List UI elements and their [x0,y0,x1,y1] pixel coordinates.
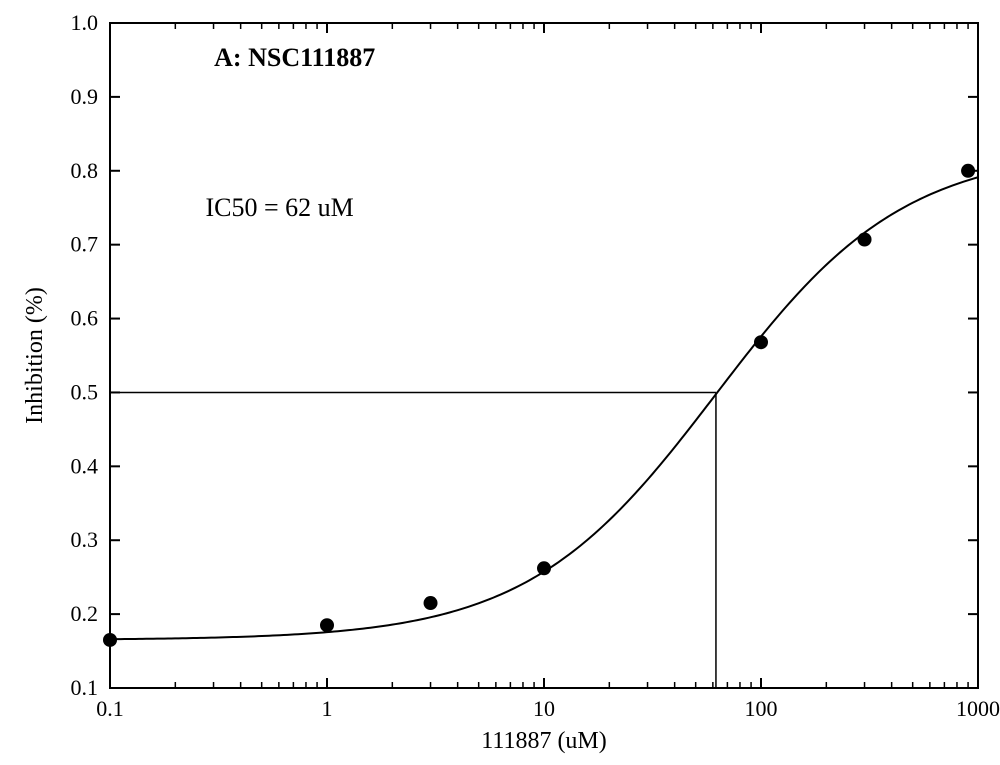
svg-text:0.6: 0.6 [71,306,99,331]
svg-text:0.7: 0.7 [71,232,99,257]
svg-text:0.1: 0.1 [96,696,124,721]
svg-text:0.9: 0.9 [71,84,99,109]
svg-text:0.4: 0.4 [71,453,99,478]
svg-text:111887 (uM): 111887 (uM) [481,728,607,754]
svg-text:1.0: 1.0 [71,10,99,35]
ic50-annotation: IC50 = 62 uM [205,193,353,222]
svg-text:1: 1 [322,696,333,721]
chart-inset-title: A: NSC111887 [214,43,375,72]
svg-text:0.8: 0.8 [71,158,99,183]
svg-text:100: 100 [745,696,778,721]
svg-text:0.2: 0.2 [71,601,99,626]
svg-text:0.1: 0.1 [71,675,99,700]
svg-text:Inhibition (%): Inhibition (%) [22,287,48,424]
svg-text:10: 10 [533,696,555,721]
chart-container: 0.1 1 10 100 1000 0.1 0.2 0.3 0.4 0.5 0.6 0.7 0.8 0.9… [0,0,1000,765]
svg-text:0.3: 0.3 [71,527,99,552]
svg-text:0.5: 0.5 [71,379,99,404]
dose-response-chart: 0.1 1 10 100 1000 0.1 0.2 0.3 0.4 0.5 0.6 0.7 0.8 0.9… [0,0,1000,765]
svg-text:1000: 1000 [956,696,1000,721]
